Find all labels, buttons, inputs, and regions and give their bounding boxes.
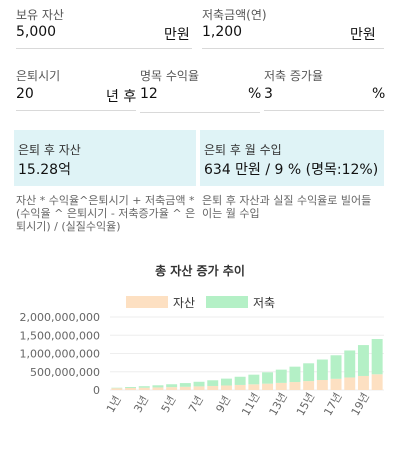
assets-after-label: 은퇴 후 자산 [18,143,81,157]
nominal-return-underline [140,112,260,113]
bar-saving [193,381,205,387]
y-tick-label: 1,500,000,000 [20,329,100,342]
bar-saving [138,386,150,388]
bar-assets [248,384,260,390]
bar-saving [330,355,342,379]
saving-growth-label: 저축 증가율 [264,69,324,83]
bar-assets [138,387,150,390]
y-tick-label: 0 [93,384,100,397]
bar-saving [316,359,328,381]
bar-saving [344,350,356,378]
bar-assets [289,382,301,390]
bar-assets [234,384,246,390]
growth-chart: 0 500,000,000 1,000,000,000 1,500,000,000 2,… [20,311,384,418]
bar-assets [193,386,205,390]
y-tick-label: 500,000,000 [30,366,100,379]
retire-years-unit: 년 후 [106,89,137,105]
bar-assets [152,387,164,390]
assets-unit: 만원 [164,27,190,43]
annual-saving-underline [202,48,384,49]
bar-assets [344,377,356,390]
bar-saving [357,345,369,376]
bar-assets [179,386,191,390]
bar-assets [303,381,315,390]
bar-assets [371,374,383,390]
y-tick-label: 1,000,000,000 [20,348,100,361]
x-tick-label: 17년 [321,391,344,418]
x-axis: 1년 3년 5년 7년 9년 11년 13년 15년 17년 19년 [104,391,372,418]
monthly-income-value: 634 만원 / 9 % (명목:12%) [204,162,379,178]
legend-label-assets: 자산 [173,296,196,310]
bar-assets [207,385,219,390]
annual-saving-unit: 만원 [350,27,376,43]
bar-saving [111,387,123,389]
bar-assets [275,382,287,390]
income-formula-note: 은퇴 후 자산과 실질 수익율로 빌어들 이는 월 수입 [202,194,372,220]
legend-swatch-assets [126,296,168,308]
x-tick-label: 11년 [239,391,262,418]
bar-saving [125,387,137,388]
monthly-income-card: 은퇴 후 월 수입 634 만원 / 9 % (명목:12%) [200,130,384,186]
x-tick-label: 13년 [267,391,290,418]
bar-saving [152,385,164,388]
bar-saving [289,366,301,383]
saving-growth-underline [264,110,384,111]
annual-saving-input[interactable]: 1,200 [202,24,243,40]
bar-assets [330,378,342,390]
bar-saving [371,339,383,375]
bar-assets [357,375,369,390]
assets-after-value: 15.28억 [18,162,71,178]
bar-assets [166,387,178,390]
bar-saving [234,376,246,385]
bar-saving [248,374,260,385]
saving-growth-input[interactable]: 3 [264,86,273,102]
assets-label: 보유 자산 [16,8,64,22]
bar-saving [303,363,315,382]
bar-saving [275,369,287,383]
x-tick-label: 3년 [131,394,151,415]
bar-saving [179,383,191,387]
assets-underline [16,48,192,49]
assets-after-card: 은퇴 후 자산 15.28억 [14,130,196,186]
legend-swatch-saving [206,296,248,308]
annual-saving-label: 저축금액(연) [202,8,267,22]
x-tick-label: 9년 [214,394,234,415]
bar-saving [262,372,274,384]
bar-assets [220,385,232,390]
assets-formula-note: 자산 * 수익율^은퇴시기 + 저축금액 * (수익율 ^ 은퇴시기 - 저축증… [16,194,196,233]
x-tick-label: 7년 [186,394,206,415]
assets-input[interactable]: 5,000 [16,24,57,40]
bar-assets [111,388,123,390]
bar-assets [262,383,274,390]
bar-assets [316,380,328,390]
bar-group [111,339,383,390]
bar-saving [207,380,219,386]
legend-label-saving: 저축 [253,296,276,310]
x-tick-label: 1년 [104,394,124,415]
x-tick-label: 15년 [294,391,317,418]
y-tick-label: 2,000,000,000 [20,311,100,324]
bar-assets [125,387,137,390]
chart-title: 총 자산 증가 추이 [155,264,245,278]
retire-years-input[interactable]: 20 [16,86,34,102]
retire-years-label: 은퇴시기 [16,69,61,83]
nominal-return-label: 명목 수익율 [140,69,200,83]
saving-growth-unit: % [372,86,386,102]
bar-saving [220,378,232,386]
x-tick-label: 5년 [159,394,179,415]
nominal-return-unit: % [248,86,262,102]
retire-years-underline [16,110,136,111]
bar-saving [166,384,178,388]
monthly-income-label: 은퇴 후 월 수입 [204,143,282,157]
nominal-return-input[interactable]: 12 [140,86,158,102]
x-tick-label: 19년 [349,391,372,418]
